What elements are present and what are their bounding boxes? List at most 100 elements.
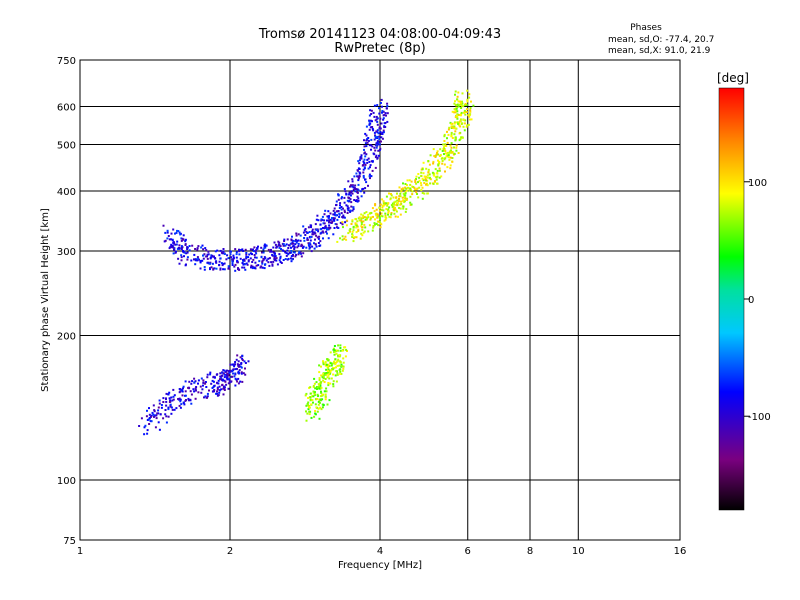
data-point [165,392,168,395]
data-point [256,247,259,250]
data-point [302,245,305,248]
data-point [437,159,439,162]
data-point [381,111,383,114]
data-point [309,243,312,246]
data-point [326,215,329,218]
data-point [169,403,172,406]
data-point [309,396,312,399]
data-point [283,238,286,241]
data-point [384,216,387,218]
data-point [226,254,229,257]
data-point [377,224,379,227]
data-point [455,144,458,147]
data-point [315,406,318,409]
data-point [243,258,246,261]
data-point [317,394,319,397]
data-point [363,212,366,215]
data-point [223,253,226,255]
data-point [235,256,238,259]
data-point [446,130,448,133]
data-point [377,132,380,135]
data-point [335,380,338,383]
data-point [369,122,372,125]
data-point [333,345,336,347]
data-point [313,382,316,385]
data-point [150,414,153,417]
data-point [404,186,407,189]
data-point [314,410,317,412]
data-point [243,266,246,269]
data-point [153,415,155,418]
data-point [262,258,265,261]
data-point [241,380,244,383]
data-point [454,111,457,114]
data-point [403,194,406,197]
data-point [304,234,307,236]
data-point [203,253,206,256]
data-point [224,380,227,383]
data-point [157,409,160,412]
data-point [398,186,401,189]
data-point [402,200,405,203]
data-point [409,188,412,191]
data-point [410,180,413,183]
data-point [341,349,344,352]
data-point [319,382,322,385]
data-point [457,100,460,103]
data-point [210,382,213,385]
data-point [361,234,364,237]
data-point [363,223,366,226]
data-point [350,194,352,197]
data-point [380,136,383,139]
data-point [157,406,160,409]
data-point [212,380,215,383]
data-point [376,120,379,123]
data-point [299,251,302,254]
data-point [317,407,320,410]
data-point [443,133,446,136]
data-point [323,381,326,383]
data-point [432,160,435,163]
data-point [339,349,342,352]
data-point [217,394,220,397]
data-point [402,205,405,208]
data-point [418,176,421,179]
data-point [336,372,339,375]
data-point [337,358,340,361]
data-point [425,167,428,170]
data-point [341,223,344,226]
data-point [320,374,323,377]
data-point [183,255,185,258]
data-point [400,188,403,191]
data-point [239,365,242,368]
data-point [201,244,204,247]
data-point [468,115,471,118]
data-point [342,361,345,364]
data-point [240,362,243,365]
data-point [143,426,146,429]
data-point [166,231,169,234]
data-point [182,385,185,388]
data-point [148,416,151,419]
data-point [162,224,165,227]
data-point [371,126,374,128]
data-point [229,253,232,256]
data-point [313,393,316,396]
data-point [152,413,155,416]
data-point [379,131,382,134]
data-point [343,188,346,191]
data-point [349,198,352,201]
data-point [467,123,470,126]
data-point [315,386,318,388]
data-point [184,238,187,241]
data-point [348,229,351,232]
data-point [219,372,222,375]
data-point [187,397,190,400]
data-point [458,132,461,135]
data-point [384,112,387,115]
data-point [387,212,390,214]
data-point [424,178,427,181]
data-point [346,219,349,222]
data-point [302,225,305,228]
